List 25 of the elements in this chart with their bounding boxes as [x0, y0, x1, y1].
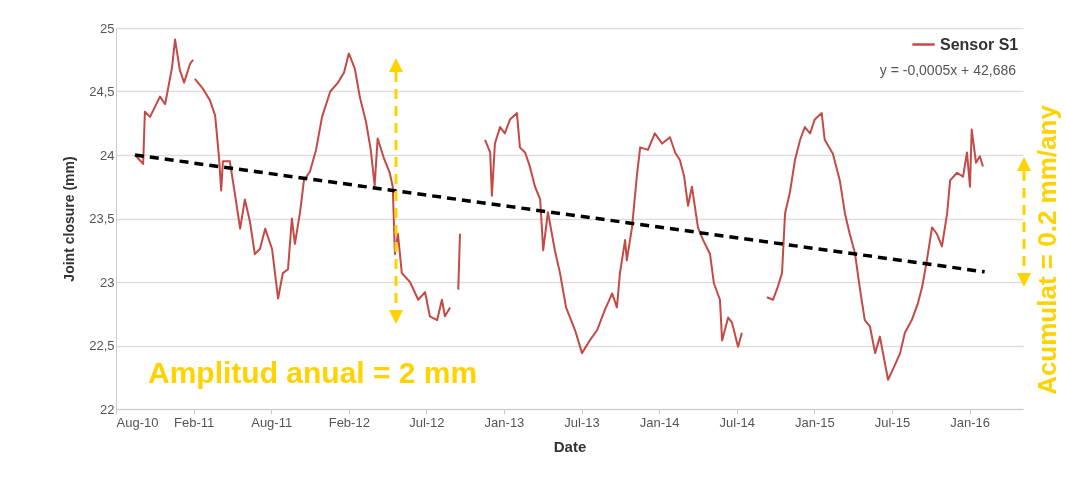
y-axis-title: Joint closure (mm) [61, 156, 78, 282]
y-tick-label: 25 [100, 20, 115, 36]
x-tick-label: Jul-15 [874, 414, 911, 430]
x-tick-label: Jul-14 [719, 414, 755, 430]
y-tick-label: 22,5 [89, 338, 115, 353]
x-tick-label: Jan-14 [639, 414, 680, 430]
x-tick-label: Feb-12 [328, 414, 370, 430]
x-tick-label: Aug-11 [251, 414, 293, 430]
text: Acumulat = 0.2 mm/any [1032, 105, 1062, 395]
annotation: y = -0,0005x + 42,686 [879, 62, 1016, 78]
x-tick-label: Jan-13 [484, 414, 525, 430]
y-tick-label: 23 [100, 274, 115, 290]
y-tick-label: 23,5 [89, 211, 115, 226]
y-tick-label: 22 [100, 401, 115, 417]
y-tick-label: 24 [100, 147, 115, 163]
x-tick-label: Jan-15 [794, 414, 835, 430]
y-tick-label: 24,5 [89, 84, 115, 99]
x-axis-title: Date [553, 437, 587, 455]
x-tick-label: Jan-16 [950, 414, 990, 430]
legend-label: Sensor S1 [940, 35, 1019, 53]
x-tick-label: Feb-11 [173, 414, 215, 430]
annotation: Amplitud anual = 2 mm [148, 356, 478, 390]
x-tick-label: Jul-13 [564, 414, 600, 430]
x-tick-label: Jul-12 [409, 414, 445, 430]
x-tick-label: Aug-10 [116, 414, 159, 430]
